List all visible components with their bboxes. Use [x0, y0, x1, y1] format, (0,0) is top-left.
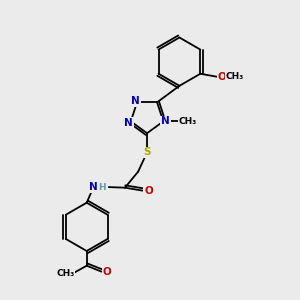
Text: N: N [131, 96, 140, 106]
Text: N: N [161, 116, 170, 126]
Text: N: N [124, 118, 133, 128]
Text: N: N [89, 182, 98, 192]
Text: CH₃: CH₃ [226, 72, 244, 81]
Text: H: H [98, 183, 106, 192]
Text: CH₃: CH₃ [56, 268, 75, 278]
Text: O: O [218, 72, 226, 82]
Text: CH₃: CH₃ [178, 117, 196, 126]
Text: O: O [103, 267, 112, 277]
Text: S: S [143, 147, 151, 158]
Text: O: O [144, 186, 153, 196]
